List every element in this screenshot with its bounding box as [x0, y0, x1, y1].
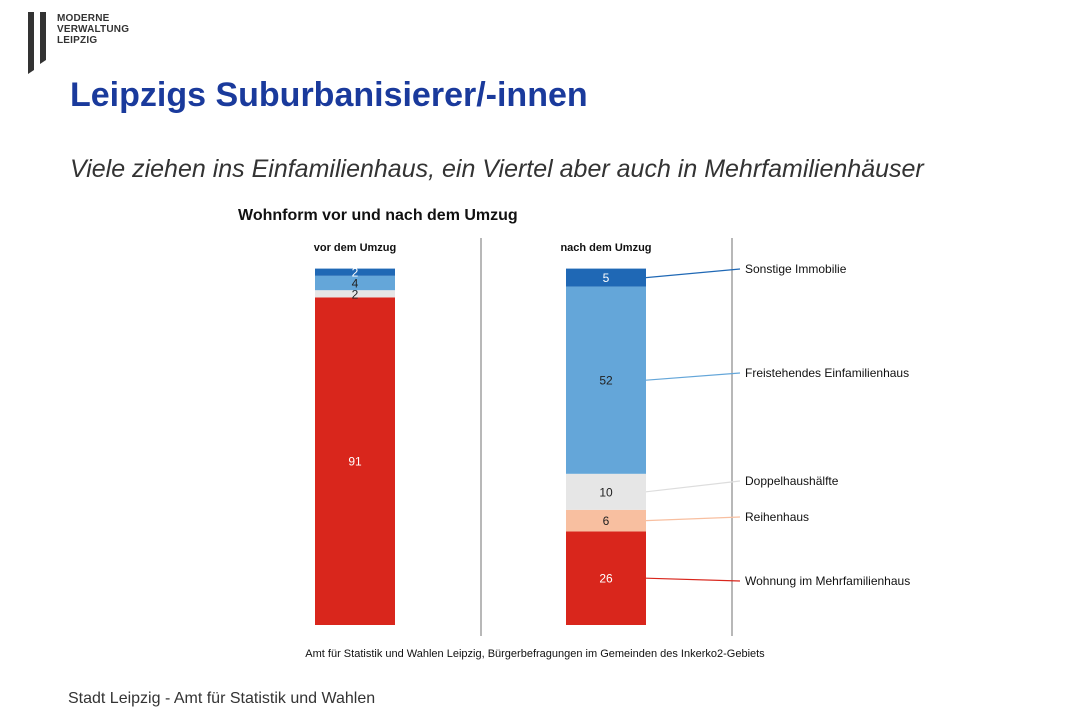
data-label: 2 [352, 266, 359, 280]
bar-segment [315, 268, 395, 276]
page-subtitle: Viele ziehen ins Einfamilienhaus, ein Vi… [70, 155, 924, 183]
bar-segment [566, 268, 646, 287]
data-label: 91 [348, 455, 362, 469]
data-label: 2 [352, 287, 359, 301]
source-note: Amt für Statistik und Wahlen Leipzig, Bü… [305, 648, 765, 660]
logo-line: MODERNE [57, 13, 110, 24]
bar-segment [315, 275, 395, 291]
logo-line: LEIPZIG [57, 35, 98, 46]
bar-segment [315, 297, 395, 625]
legend-label: Wohnung im Mehrfamilienhaus [745, 574, 910, 588]
data-label: 5 [603, 271, 610, 285]
leader-line [645, 480, 741, 493]
data-label: 52 [599, 374, 613, 388]
data-label: 6 [603, 514, 610, 528]
category-label: vor dem Umzug [314, 242, 397, 254]
bar-segment [566, 286, 646, 474]
bar-segment [566, 531, 646, 625]
bar-segment [566, 509, 646, 532]
legend-label: Freistehendes Einfamilienhaus [745, 366, 909, 380]
legend-label: Sonstige Immobilie [745, 262, 847, 276]
leader-line [645, 268, 741, 279]
logo-line: VERWALTUNG [57, 24, 130, 35]
logo-text: MODERNE VERWALTUNG LEIPZIG [57, 13, 129, 46]
leader-line [645, 372, 741, 381]
legend-label: Doppelhaushälfte [745, 474, 839, 488]
legend-label: Reihenhaus [745, 510, 809, 524]
bar-segment [566, 473, 646, 510]
leader-line [645, 577, 741, 582]
data-label: 4 [352, 277, 359, 291]
bar-segment [315, 290, 395, 298]
page-title: Leipzigs Suburbanisierer/-innen [70, 76, 588, 114]
data-label: 26 [599, 572, 613, 586]
footer: Stadt Leipzig - Amt für Statistik und Wa… [68, 690, 376, 707]
logo-icon [28, 12, 46, 74]
chart-title: Wohnform vor und nach dem Umzug [238, 207, 518, 224]
category-label: nach dem Umzug [560, 242, 651, 254]
data-label: 10 [599, 485, 613, 499]
leader-line [645, 516, 741, 522]
